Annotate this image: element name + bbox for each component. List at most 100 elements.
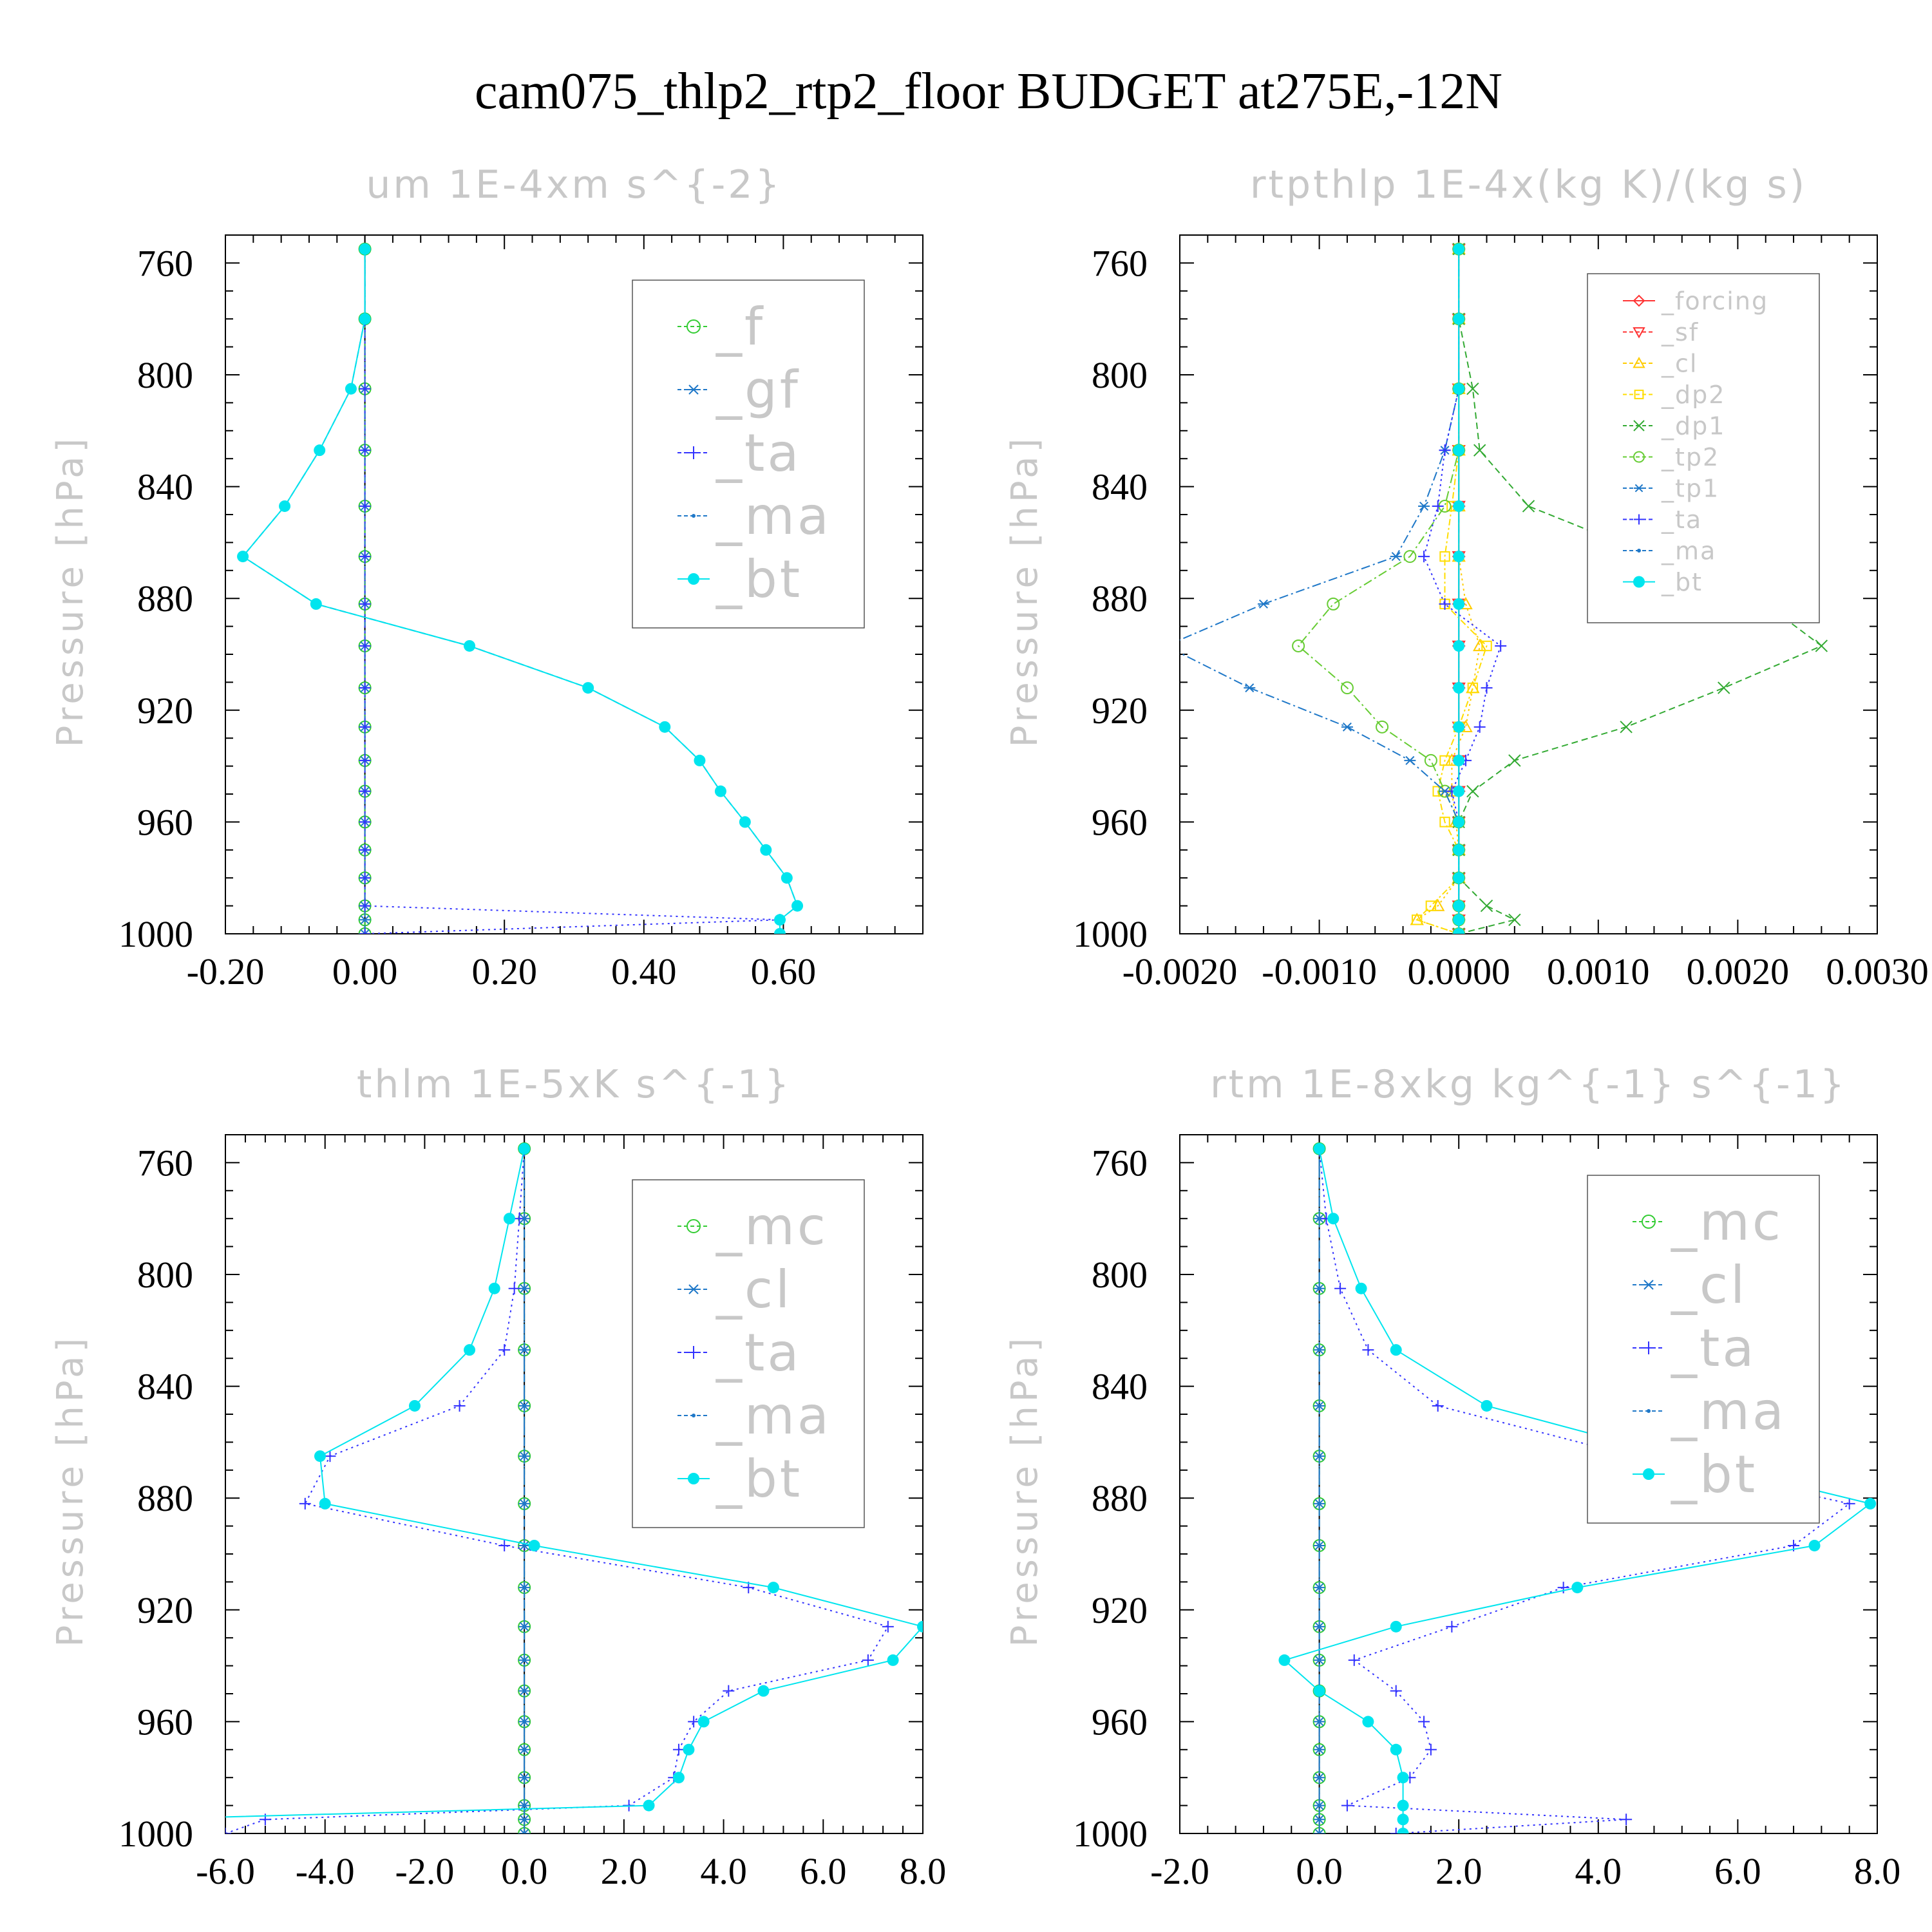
- x-tick-label: -6.0: [196, 1850, 255, 1892]
- y-tick-label: 920: [1092, 1589, 1148, 1631]
- legend-box: [632, 1179, 865, 1528]
- series-line-ta: [225, 1148, 889, 1833]
- data-point: [1508, 913, 1521, 927]
- y-tick-label: 960: [137, 801, 193, 843]
- x-tick-label: 2.0: [1435, 1850, 1482, 1892]
- data-point: [522, 1832, 527, 1833]
- data-point: [1481, 1399, 1493, 1412]
- data-point: [760, 844, 772, 856]
- data-point: [1453, 754, 1465, 766]
- y-axis-label: Pressure [hPa]: [1004, 1334, 1046, 1647]
- y-tick-label: 960: [1092, 1701, 1148, 1743]
- legend-label: _bt: [1661, 568, 1703, 596]
- data-point: [508, 1282, 520, 1294]
- legend-label: _ma: [1661, 536, 1716, 565]
- data-point: [1418, 1716, 1430, 1728]
- data-point: [672, 1743, 685, 1756]
- data-point: [1808, 1539, 1821, 1551]
- data-point: [887, 1654, 899, 1666]
- panel-title: rtm 1E-8xkg kg^{-1} s^{-1}: [1210, 1062, 1847, 1107]
- legend-label: _mc: [1671, 1192, 1783, 1252]
- legend-marker: [692, 1414, 696, 1417]
- data-point: [522, 1817, 527, 1822]
- legend-label: _ta: [1671, 1318, 1756, 1378]
- data-point: [1376, 720, 1389, 734]
- data-point: [683, 1743, 695, 1756]
- data-point: [1481, 682, 1493, 694]
- data-point: [1432, 500, 1444, 512]
- data-point: [237, 551, 249, 563]
- legend-label: _bt: [1671, 1444, 1757, 1504]
- data-point: [1390, 552, 1402, 562]
- data-point: [1317, 1776, 1321, 1780]
- data-point: [503, 1213, 515, 1225]
- data-point: [1557, 1582, 1569, 1594]
- data-point: [773, 914, 786, 926]
- data-point: [359, 598, 371, 610]
- legend-label: _ta: [1661, 506, 1702, 534]
- data-point: [791, 900, 804, 912]
- data-point: [1439, 444, 1451, 457]
- data-point: [1317, 1803, 1321, 1808]
- y-tick-label: 840: [1092, 1366, 1148, 1408]
- data-point: [882, 1620, 894, 1633]
- series-group: [237, 242, 804, 934]
- y-tick-label: 1000: [118, 1813, 193, 1855]
- data-point: [522, 1217, 527, 1221]
- data-point: [1317, 1586, 1321, 1590]
- data-point: [1317, 1817, 1321, 1822]
- y-tick-label: 840: [137, 466, 193, 508]
- data-point: [359, 929, 371, 934]
- data-point: [1317, 1832, 1321, 1833]
- y-tick-label: 960: [1092, 801, 1148, 843]
- legend-marker: [688, 573, 699, 585]
- data-point: [1439, 817, 1450, 828]
- data-point: [1453, 816, 1465, 828]
- data-point: [757, 1685, 770, 1697]
- data-point: [781, 872, 793, 884]
- legend-label: _cl: [715, 1260, 792, 1320]
- y-tick-label: 800: [137, 1254, 193, 1296]
- data-point: [299, 1497, 311, 1510]
- legend-marker: [687, 319, 701, 334]
- y-tick-label: 1000: [1073, 1813, 1148, 1855]
- data-point: [522, 1501, 527, 1506]
- legend-label: _ma: [1671, 1381, 1786, 1441]
- legend-marker: [1633, 576, 1645, 588]
- x-tick-label: 8.0: [1854, 1850, 1901, 1892]
- data-point: [522, 1543, 527, 1548]
- legend-label: _ta: [715, 1323, 801, 1383]
- figure-title: cam075_thlp2_rtp2_floor BUDGET at275E,-1…: [475, 63, 1502, 120]
- legend-marker: [1633, 356, 1645, 368]
- data-point: [1439, 551, 1450, 562]
- legend-marker: [1634, 390, 1644, 399]
- legend-label: _cl: [1661, 349, 1698, 377]
- x-tick-label: 4.0: [700, 1850, 747, 1892]
- legend: _mc_cl_ta_ma_bt: [632, 1179, 865, 1528]
- data-point: [522, 1286, 527, 1291]
- data-point: [359, 444, 371, 457]
- plot-frame: [1179, 1134, 1878, 1834]
- data-point: [522, 1454, 527, 1459]
- data-point: [314, 1450, 326, 1463]
- data-point: [1495, 639, 1507, 652]
- data-point: [1620, 721, 1633, 734]
- x-tick-label: -0.20: [187, 951, 265, 992]
- legend-marker: [687, 1346, 700, 1359]
- legend-marker: [1634, 484, 1644, 493]
- data-point: [1403, 550, 1417, 564]
- data-point: [1453, 500, 1465, 512]
- data-point: [1397, 1799, 1409, 1812]
- data-point: [688, 1716, 700, 1728]
- legend: _f_gf_ta_ma_bt: [632, 279, 865, 629]
- series-group: [225, 1142, 923, 1833]
- y-tick-label: 760: [1092, 1142, 1148, 1184]
- data-point: [359, 682, 371, 694]
- data-point: [1317, 1543, 1321, 1548]
- data-point: [1341, 1799, 1353, 1812]
- data-point: [1317, 1719, 1321, 1724]
- data-point: [1404, 755, 1416, 765]
- legend-marker: [1637, 549, 1641, 553]
- data-point: [1317, 1624, 1321, 1629]
- data-point: [1453, 313, 1465, 325]
